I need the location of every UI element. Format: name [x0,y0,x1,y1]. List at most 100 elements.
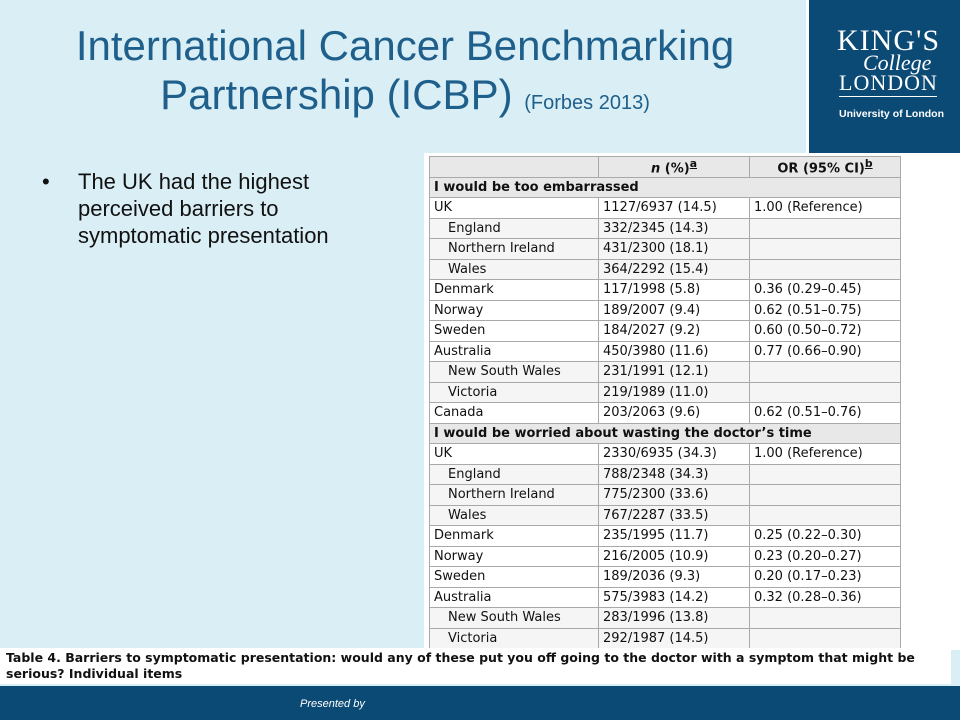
table-row: Wales 767/2287 (33.5) [429,504,901,526]
n-percent-cell: 231/1991 (12.1) [598,361,750,383]
odds-ratio-cell: 0.23 (0.20–0.27) [749,545,901,567]
table-row: UK 2330/6935 (34.3) 1.00 (Reference) [429,443,901,465]
row-label: Wales [429,504,599,526]
odds-ratio-cell [749,217,901,239]
row-label: Sweden [429,320,599,342]
odds-ratio-cell [749,627,901,649]
table-row: Victoria 292/1987 (14.5) [429,627,901,649]
header-n-percent-text: n [650,161,661,177]
n-percent-cell: 283/1996 (13.8) [598,607,750,629]
table-row: UK 1127/6937 (14.5) 1.00 (Reference) [429,197,901,219]
logo-university: University of London [839,108,944,120]
row-label: Victoria [429,627,599,649]
row-label: UK [429,443,599,465]
odds-ratio-cell [749,238,901,260]
table-row: New South Wales 231/1991 (12.1) [429,361,901,383]
odds-ratio-cell: 0.62 (0.51–0.75) [749,299,901,321]
row-label: Victoria [429,381,599,403]
n-percent-cell: 332/2345 (14.3) [598,217,750,239]
logo-divider [839,96,937,97]
table-caption: Table 4. Barriers to symptomatic present… [0,648,951,684]
logo-kings: KING'S [837,24,941,57]
odds-ratio-cell [749,381,901,403]
table-row: Canada 203/2063 (9.6) 0.62 (0.51–0.76) [429,402,901,424]
section-row: I would be worried about wasting the doc… [429,422,901,444]
footnote-b-link[interactable]: b [864,157,873,171]
n-percent-cell: 216/2005 (10.9) [598,545,750,567]
title-line-2: Partnership (ICBP) (Forbes 2013) [0,70,810,128]
logo-london: LONDON [839,70,938,95]
section-row: I would be too embarrassed [429,176,901,198]
row-label: Norway [429,299,599,321]
table-row: Norway 189/2007 (9.4) 0.62 (0.51–0.75) [429,299,901,321]
odds-ratio-cell: 0.77 (0.66–0.90) [749,340,901,362]
odds-ratio-cell: 0.60 (0.50–0.72) [749,320,901,342]
odds-ratio-cell [749,258,901,280]
table-row: Victoria 219/1989 (11.0) [429,381,901,403]
table-row: Sweden 189/2036 (9.3) 0.20 (0.17–0.23) [429,566,901,588]
n-percent-cell: 189/2036 (9.3) [598,566,750,588]
table-row: Denmark 117/1998 (5.8) 0.36 (0.29–0.45) [429,279,901,301]
n-percent-cell: 575/3983 (14.2) [598,586,750,608]
table-row: England 788/2348 (34.3) [429,463,901,485]
row-label: Wales [429,258,599,280]
table-row: Norway 216/2005 (10.9) 0.23 (0.20–0.27) [429,545,901,567]
row-label: New South Wales [429,607,599,629]
row-label: Australia [429,586,599,608]
row-label: Canada [429,402,599,424]
row-label: England [429,463,599,485]
row-label: UK [429,197,599,219]
n-percent-cell: 788/2348 (34.3) [598,463,750,485]
row-label: Denmark [429,525,599,547]
n-percent-cell: 117/1998 (5.8) [598,279,750,301]
row-label: Northern Ireland [429,238,599,260]
table-row: England 332/2345 (14.3) [429,217,901,239]
bullet-symbol: • [42,169,50,194]
n-percent-cell: 235/1995 (11.7) [598,525,750,547]
bullet-text: The UK had the highest perceived barrier… [78,169,329,248]
odds-ratio-cell [749,504,901,526]
n-percent-cell: 203/2063 (9.6) [598,402,750,424]
n-percent-cell: 184/2027 (9.2) [598,320,750,342]
row-label: Australia [429,340,599,362]
odds-ratio-cell: 1.00 (Reference) [749,197,901,219]
table-row: Denmark 235/1995 (11.7) 0.25 (0.22–0.30) [429,525,901,547]
n-percent-cell: 775/2300 (33.6) [598,484,750,506]
table-row: Australia 575/3983 (14.2) 0.32 (0.28–0.36) [429,586,901,608]
header-blank [429,156,599,178]
title-citation: (Forbes 2013) [524,92,650,114]
n-percent-cell: 292/1987 (14.5) [598,627,750,649]
row-label: Northern Ireland [429,484,599,506]
logo-college: College [863,50,932,75]
table-image: n (%)a OR (95% CI)b I would be too embar… [424,153,960,650]
n-percent-cell: 1127/6937 (14.5) [598,197,750,219]
kings-college-logo: KING'S College LONDON University of Lond… [806,0,960,153]
table-row: Northern Ireland 431/2300 (18.1) [429,238,901,260]
odds-ratio-cell: 0.25 (0.22–0.30) [749,525,901,547]
odds-ratio-cell [749,463,901,485]
odds-ratio-cell [749,607,901,629]
n-percent-cell: 189/2007 (9.4) [598,299,750,321]
row-label: England [429,217,599,239]
row-label: Sweden [429,566,599,588]
odds-ratio-cell: 0.32 (0.28–0.36) [749,586,901,608]
table-header-row: n (%)a OR (95% CI)b [429,156,901,178]
section-label: I would be too embarrassed [429,176,901,198]
n-percent-cell: 364/2292 (15.4) [598,258,750,280]
section-label: I would be worried about wasting the doc… [429,422,901,444]
title-line-1: International Cancer Benchmarking [75,22,735,69]
odds-ratio-cell: 1.00 (Reference) [749,443,901,465]
table-row: Australia 450/3980 (11.6) 0.77 (0.66–0.90) [429,340,901,362]
row-label: New South Wales [429,361,599,383]
footnote-a-link[interactable]: a [689,157,697,171]
odds-ratio-cell [749,361,901,383]
header-n-percent: n (%)a [598,156,750,178]
presented-by: Presented by [300,698,365,710]
footer-bar: Presented by [0,686,960,720]
n-percent-cell: 450/3980 (11.6) [598,340,750,362]
table-body: I would be too embarrassed UK 1127/6937 (1… [429,176,901,649]
table-row: New South Wales 283/1996 (13.8) [429,607,901,629]
barriers-table: n (%)a OR (95% CI)b I would be too embar… [429,156,901,649]
table-row: Sweden 184/2027 (9.2) 0.60 (0.50–0.72) [429,320,901,342]
row-label: Norway [429,545,599,567]
